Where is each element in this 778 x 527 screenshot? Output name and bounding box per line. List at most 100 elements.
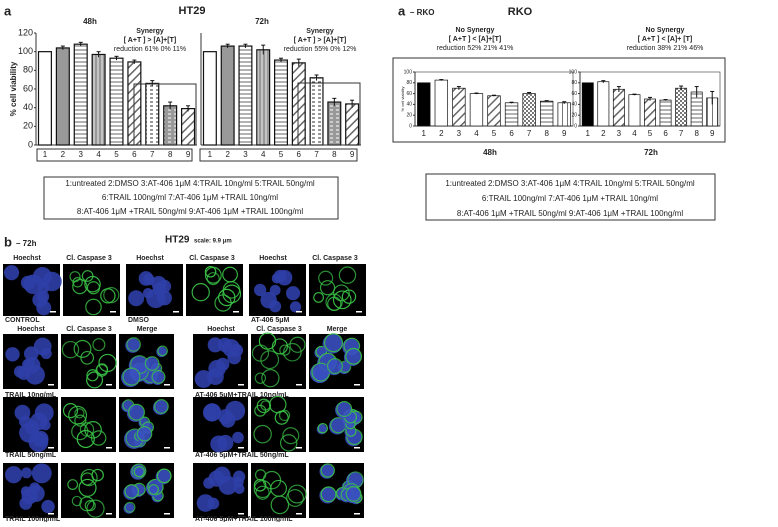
caspase-signal [84,421,102,439]
caspase-signal [320,463,335,478]
legend-text: 8:AT-406 1μM +TRAIL 50ng/ml 9:AT-406 1μM… [77,207,303,216]
channel-header: Cl. Caspase 3 [189,255,235,262]
caspase-signal [91,468,104,482]
annotation: reduction 38% 21% 46% [627,45,704,52]
bar [659,99,672,127]
nucleus [37,282,50,294]
caspase-signal [90,430,107,446]
micrograph [3,463,58,518]
nucleus [207,368,224,386]
scale-bar [354,447,360,449]
caspase-signal [122,367,141,386]
nucleus [20,275,35,290]
caspase-signal [332,284,350,302]
caspase-signal [282,427,300,445]
caspase-signal [336,401,353,418]
y-tick-label: 40 [406,102,412,108]
caspase-signal [218,288,236,307]
x-tick-label: 9 [710,129,715,138]
channel-header: Hoechst [17,326,45,333]
bar [145,82,160,146]
nucleus [253,283,267,297]
bar [256,49,271,146]
micrograph [251,332,306,389]
caspase-signal [72,277,83,288]
bar [91,53,106,146]
scale-bar [106,447,112,449]
scale-bar [238,384,244,386]
panel-title: RKO [508,6,533,18]
nucleus [143,273,155,286]
caspase-signal [92,338,106,352]
caspase-signal [84,500,96,512]
micrograph [193,463,248,518]
x-tick-label: 4 [261,150,266,159]
x-tick-label: 8 [168,150,173,159]
caspase-signal [204,265,217,278]
x-tick-label: 3 [78,150,83,159]
caspase-signal [255,485,270,500]
y-tick-label: 60 [571,91,577,97]
x-tick-label: 8 [544,129,549,138]
legend-text: 1:untreated 2:DMSO 3:AT-406 1μM 4:TRAIL … [445,179,695,188]
x-tick-label: 4 [474,129,479,138]
legend-text: 1:untreated 2:DMSO 3:AT-406 1μM 4:TRAIL … [65,179,315,188]
caspase-signal [320,486,337,503]
highlight-box [133,83,197,146]
micrograph [119,463,174,518]
x-tick-label: 3 [457,129,462,138]
x-tick-label: 5 [492,129,497,138]
condition-label: AT-406 5μM+TRAIL 50ng/mL [195,452,289,459]
nucleus [5,347,20,362]
scale-bar [110,311,116,313]
annotation: [ A+T ] < [A]+[T] [449,36,501,43]
bar [612,88,625,127]
y-tick-label: 80 [571,80,577,86]
x-tick-label: 7 [314,150,319,159]
x-tick-label: 1 [422,129,427,138]
annotation: [ A+T ] < [A]+ [T] [638,36,692,43]
annotation: [ A+T ] > [A]+[T] [294,37,346,44]
legend-text: 6:TRAIL 100ng/ml 7:AT-406 1μM +TRAIL 10n… [482,194,658,203]
bar [644,98,656,127]
scale-bar [356,311,362,313]
annotation: reduction 55% 0% 12% [284,46,357,53]
bar [238,45,253,146]
x-tick-label: 1 [208,150,213,159]
nucleus [3,265,20,281]
channel-header: Hoechst [13,255,41,262]
x-tick-label: 6 [132,150,137,159]
panel-label: a [398,3,406,18]
caspase-signal [78,478,97,497]
scale-bar [238,513,244,515]
nucleus [233,476,244,488]
y-tick-label: 20 [571,113,577,119]
nucleus [217,434,234,451]
micrograph [309,463,364,518]
caspase-signal [154,399,169,414]
x-tick-label: 7 [679,129,684,138]
scale-bar [164,384,170,386]
y-tick-label: 60 [406,91,412,97]
channel-header: Hoechst [136,255,164,262]
scale-bar [354,513,360,515]
panel-title: HT29 [179,5,206,17]
channel-header: Cl. Caspase 3 [312,255,358,262]
caspase-signal [279,434,298,452]
y-tick-label: 80 [23,65,33,75]
caspase-signal [86,369,99,382]
x-tick-label: 5 [114,150,119,159]
bar [345,103,360,146]
x-tick-label: 4 [96,150,101,159]
x-tick-label: 6 [509,129,514,138]
caspase-signal [74,408,85,419]
scale-bar [48,513,54,515]
caspase-signal [326,358,343,375]
x-tick-label: 8 [694,129,699,138]
bar [581,82,594,127]
caspase-signal [204,266,222,284]
panel-title: HT29 [165,235,190,246]
channel-header: Cl. Caspase 3 [66,255,112,262]
caspase-signal [71,495,83,507]
micrograph-bg [309,264,366,316]
